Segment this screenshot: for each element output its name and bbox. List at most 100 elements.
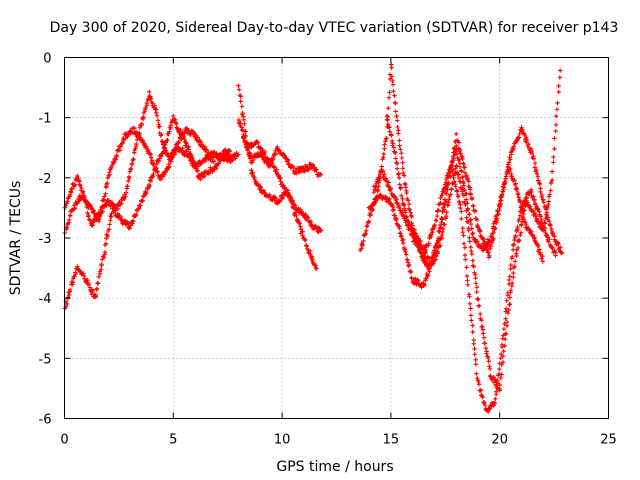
data-point	[446, 170, 451, 175]
data-point	[508, 262, 513, 268]
data-point	[481, 335, 487, 340]
data-point	[98, 211, 103, 216]
data-point	[409, 275, 414, 281]
data-point	[387, 187, 392, 193]
data-point	[176, 139, 181, 145]
data-point	[494, 213, 499, 218]
data-point	[469, 318, 474, 323]
data-point	[550, 245, 555, 250]
data-point	[509, 254, 515, 260]
data-point	[507, 301, 513, 307]
data-point	[536, 243, 541, 249]
data-point	[400, 170, 406, 176]
data-point	[456, 140, 462, 145]
data-point	[475, 296, 480, 301]
data-point	[157, 124, 162, 129]
data-point	[166, 131, 171, 137]
data-point	[238, 99, 243, 104]
data-point	[191, 160, 197, 166]
data-point	[474, 371, 479, 376]
data-point	[434, 213, 440, 219]
data-point	[75, 264, 80, 269]
data-point	[289, 199, 294, 204]
data-point	[493, 219, 498, 225]
data-point	[487, 253, 492, 259]
data-point	[465, 282, 470, 287]
data-point	[461, 233, 466, 238]
data-point	[359, 241, 364, 246]
series-track-5	[236, 117, 319, 271]
data-point	[255, 140, 261, 145]
data-point	[536, 178, 541, 183]
data-point	[454, 151, 460, 157]
data-point	[472, 346, 477, 351]
data-point	[482, 341, 488, 346]
data-point	[386, 95, 392, 100]
data-point	[103, 241, 109, 246]
axes: 0 5 10 15 20 25 0 -1 -2 -3 -4 -5 -6	[39, 52, 617, 448]
data-point	[198, 176, 203, 182]
data-point	[473, 281, 479, 286]
data-point	[440, 205, 446, 211]
data-point	[497, 361, 502, 366]
data-point	[138, 203, 143, 208]
data-point	[497, 366, 502, 372]
data-point	[78, 183, 83, 188]
data-point	[538, 189, 543, 195]
data-point	[503, 316, 508, 321]
data-point	[189, 152, 194, 158]
data-point	[536, 247, 542, 252]
data-point	[491, 374, 496, 380]
data-point	[463, 257, 468, 262]
data-point	[276, 173, 282, 178]
data-point	[522, 132, 527, 138]
data-point	[533, 212, 538, 218]
data-point	[267, 192, 272, 198]
data-point	[485, 242, 490, 248]
data-point	[395, 124, 400, 130]
data-point	[166, 164, 172, 169]
data-point	[418, 238, 423, 244]
data-point	[398, 230, 403, 236]
data-point	[548, 188, 553, 193]
data-point	[558, 245, 563, 250]
data-point	[398, 185, 404, 190]
data-point	[478, 388, 484, 393]
data-point	[67, 213, 73, 219]
data-point	[470, 323, 475, 328]
x-tick-label: 0	[60, 433, 68, 448]
data-point	[143, 190, 149, 195]
data-point	[524, 137, 530, 143]
data-point	[473, 357, 478, 363]
data-point	[101, 197, 106, 202]
data-point	[251, 174, 256, 179]
data-point	[152, 103, 157, 108]
data-point	[113, 157, 119, 162]
data-point	[103, 185, 109, 190]
plot-frame	[64, 57, 609, 419]
data-point	[403, 185, 408, 190]
data-point	[93, 292, 98, 298]
data-point	[144, 144, 149, 149]
data-point	[553, 128, 558, 134]
series-track-2	[62, 113, 236, 311]
data-point	[504, 298, 509, 303]
data-point	[290, 201, 295, 207]
data-point	[269, 159, 274, 165]
data-point	[438, 226, 443, 231]
data-point	[516, 195, 521, 200]
data-point	[532, 165, 538, 170]
data-point	[388, 187, 393, 192]
data-point	[508, 166, 513, 172]
data-point	[451, 173, 456, 178]
data-point	[64, 301, 70, 307]
data-point	[523, 135, 529, 140]
data-point	[423, 251, 428, 256]
data-point	[462, 245, 468, 250]
data-point	[479, 318, 484, 323]
data-point	[478, 311, 483, 317]
data-point	[125, 221, 131, 226]
data-point	[94, 212, 99, 218]
data-point	[456, 158, 461, 163]
data-point	[480, 331, 486, 336]
